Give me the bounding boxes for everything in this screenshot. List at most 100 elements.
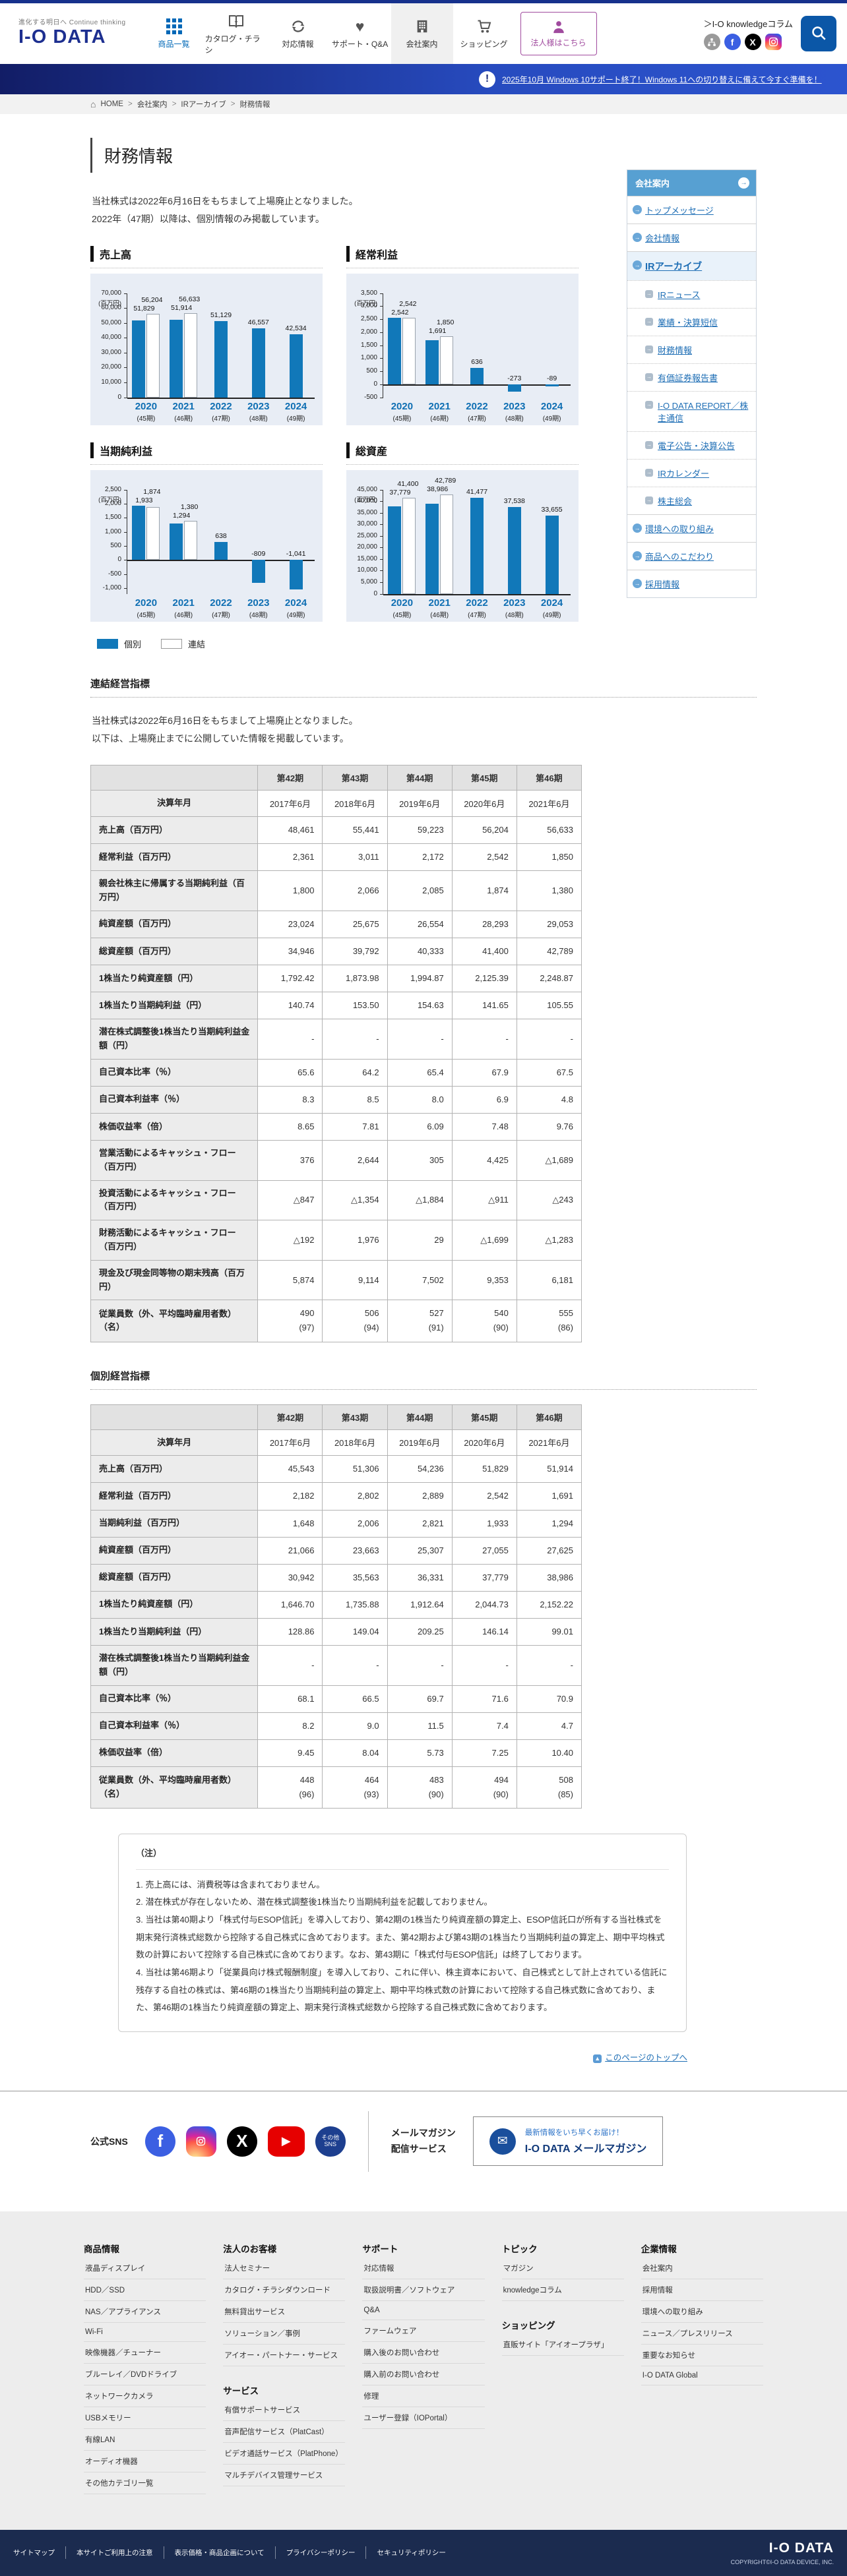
notice-link[interactable]: 2025年10月 Windows 10サポート終了！Windows 11への切り… bbox=[502, 75, 822, 84]
sidebar-link[interactable]: 株主総会 bbox=[658, 496, 693, 506]
sidebar-link[interactable]: IRアーカイブ bbox=[645, 262, 703, 272]
sidebar-link[interactable]: 電子公告・決算公告 bbox=[658, 441, 736, 451]
sidebar-item[interactable]: → トップメッセージ bbox=[627, 196, 756, 224]
other-icon[interactable]: その他 SNS bbox=[315, 2126, 346, 2157]
footer-link[interactable]: 購入前のお問い合わせ bbox=[362, 2364, 485, 2385]
footer-link[interactable]: 無料貸出サービス bbox=[223, 2301, 346, 2323]
nav-item-shopping[interactable]: ショッピング bbox=[453, 3, 515, 64]
bottom-bar-link[interactable]: サイトマップ bbox=[13, 2546, 66, 2560]
back-to-top-link[interactable]: ▲ このページのトップへ bbox=[593, 2053, 687, 2063]
sidebar-item[interactable]: → 業績・決算短信 bbox=[627, 308, 756, 336]
sidebar-link[interactable]: 採用情報 bbox=[645, 580, 680, 589]
facebook-icon[interactable]: f bbox=[724, 34, 741, 50]
footer-link[interactable]: ファームウェア bbox=[362, 2320, 485, 2342]
breadcrumb-link[interactable]: HOME bbox=[100, 100, 123, 108]
footer-link[interactable]: 修理 bbox=[362, 2385, 485, 2407]
sidebar-item[interactable]: → IRカレンダー bbox=[627, 459, 756, 487]
bottom-bar-link[interactable]: プライバシーポリシー bbox=[276, 2546, 367, 2560]
instagram-icon[interactable] bbox=[765, 34, 782, 50]
footer-link[interactable]: 重要なお知らせ bbox=[641, 2345, 763, 2366]
footer-link[interactable]: マルチデバイス管理サービス bbox=[223, 2465, 346, 2486]
footer-link[interactable]: オーディオ機器 bbox=[84, 2451, 206, 2472]
footer-link[interactable]: 直販サイト「アイオープラザ」 bbox=[501, 2334, 624, 2356]
sidebar-item[interactable]: → 株主総会 bbox=[627, 487, 756, 514]
nav-item-products[interactable]: 商品一覧 bbox=[143, 3, 205, 64]
youtube-icon[interactable]: ▶ bbox=[267, 2126, 305, 2157]
footer-link[interactable]: 映像機器／チューナー bbox=[84, 2342, 206, 2364]
footer-link[interactable]: I-O DATA Global bbox=[641, 2366, 763, 2385]
footer-link[interactable]: ネットワークカメラ bbox=[84, 2385, 206, 2407]
sidebar-item[interactable]: → I-O DATA REPORT／株主通信 bbox=[627, 391, 756, 431]
footer-link[interactable]: Wi-Fi bbox=[84, 2323, 206, 2342]
footer-link[interactable]: Q&A bbox=[362, 2301, 485, 2320]
footer-link[interactable]: 取扱説明書／ソフトウェア bbox=[362, 2279, 485, 2301]
sidebar-link[interactable]: IRニュース bbox=[658, 290, 701, 300]
footer-link[interactable]: ビデオ通話サービス（PlatPhone） bbox=[223, 2443, 346, 2465]
bottom-bar-link[interactable]: 表示価格・商品企画について bbox=[164, 2546, 276, 2560]
nav-item-catalog[interactable]: カタログ・チラシ bbox=[205, 3, 267, 64]
footer-link[interactable]: knowledgeコラム bbox=[501, 2279, 624, 2301]
footer-link[interactable]: ニュース／プレスリリース bbox=[641, 2323, 763, 2345]
footer-link[interactable]: 環境への取り組み bbox=[641, 2301, 763, 2323]
bottom-bar-link[interactable]: 本サイトご利用上の注意 bbox=[66, 2546, 164, 2560]
footer-link[interactable]: HDD／SSD bbox=[84, 2279, 206, 2301]
knowledge-column-link[interactable]: ＞I-O knowledgeコラム bbox=[703, 19, 793, 29]
share-icon[interactable] bbox=[703, 34, 720, 50]
footer-link[interactable]: ソリューション／事例 bbox=[223, 2323, 346, 2345]
footer-link[interactable]: アイオー・パートナー・サービス bbox=[223, 2345, 346, 2366]
footer-link[interactable]: ブルーレイ／DVDドライブ bbox=[84, 2364, 206, 2385]
breadcrumb-link[interactable]: 会社案内 bbox=[137, 101, 168, 109]
footer-link[interactable]: USBメモリー bbox=[84, 2407, 206, 2429]
mailmag-banner[interactable]: ✉ 最新情報をいち早くお届け！ I-O DATA メールマガジン bbox=[472, 2116, 664, 2167]
site-logo[interactable]: 進化する明日へ Continue thinking I-O DATA bbox=[18, 19, 126, 49]
sidebar-link[interactable]: IRカレンダー bbox=[658, 469, 710, 479]
sidebar-link[interactable]: 会社情報 bbox=[645, 233, 680, 243]
search-button[interactable] bbox=[801, 16, 836, 51]
nav-item-compatibility[interactable]: 対応情報 bbox=[267, 3, 329, 64]
footer-link[interactable]: ユーザー登録（IOPortal） bbox=[362, 2407, 485, 2429]
footer-link[interactable]: 採用情報 bbox=[641, 2279, 763, 2301]
footer-link[interactable]: 購入後のお問い合わせ bbox=[362, 2342, 485, 2364]
sidebar-item[interactable]: → IRアーカイブ bbox=[627, 251, 756, 280]
x-axis-year: 2021 bbox=[428, 400, 451, 412]
sidebar-link[interactable]: 環境への取り組み bbox=[645, 524, 714, 534]
sidebar-item[interactable]: → 電子公告・決算公告 bbox=[627, 431, 756, 459]
footer-link[interactable]: 法人セミナー bbox=[223, 2258, 346, 2279]
footer-link[interactable]: 有線LAN bbox=[84, 2429, 206, 2451]
arrow-right-icon: → bbox=[633, 524, 642, 533]
footer-link[interactable]: その他カテゴリ一覧 bbox=[84, 2472, 206, 2494]
arrow-right-icon: → bbox=[645, 318, 653, 326]
corporate-button[interactable]: 法人様はこちら bbox=[520, 12, 597, 55]
sidebar-item[interactable]: → 有価証券報告書 bbox=[627, 363, 756, 391]
footer-link[interactable]: 液晶ディスプレイ bbox=[84, 2258, 206, 2279]
bottom-bar-link[interactable]: セキュリティポリシー bbox=[377, 2549, 446, 2558]
footer-link[interactable]: マガジン bbox=[501, 2258, 624, 2279]
nav-item-company[interactable]: 会社案内 bbox=[391, 3, 453, 64]
breadcrumb-link[interactable]: IRアーカイブ bbox=[181, 101, 226, 109]
sidebar-link[interactable]: 業績・決算短信 bbox=[658, 318, 718, 328]
sidebar-header[interactable]: 会社案内 → bbox=[627, 170, 756, 196]
sidebar-link[interactable]: トップメッセージ bbox=[645, 206, 714, 216]
footer-link[interactable]: カタログ・チラシダウンロード bbox=[223, 2279, 346, 2301]
instagram-icon[interactable] bbox=[185, 2126, 216, 2157]
sidebar-link[interactable]: 有価証券報告書 bbox=[658, 373, 718, 383]
footer-link[interactable]: 音声配信サービス（PlatCast） bbox=[223, 2421, 346, 2443]
footer-link[interactable]: NAS／アプライアンス bbox=[84, 2301, 206, 2323]
sidebar-link[interactable]: 財務情報 bbox=[658, 345, 693, 355]
x-icon[interactable]: X bbox=[744, 34, 761, 50]
sidebar-item[interactable]: → 採用情報 bbox=[627, 570, 756, 597]
table-cell: - bbox=[387, 1645, 453, 1686]
footer-link[interactable]: 対応情報 bbox=[362, 2258, 485, 2279]
footer-link[interactable]: 会社案内 bbox=[641, 2258, 763, 2279]
footer-link[interactable]: 有償サポートサービス bbox=[223, 2399, 346, 2421]
sidebar-item[interactable]: → 商品へのこだわり bbox=[627, 542, 756, 570]
sidebar-item[interactable]: → IRニュース bbox=[627, 280, 756, 308]
sidebar-item[interactable]: → 会社情報 bbox=[627, 224, 756, 251]
x-icon[interactable]: X bbox=[226, 2126, 257, 2157]
nav-item-support[interactable]: ♥ サポート・Q&A bbox=[329, 3, 391, 64]
facebook-icon[interactable]: f bbox=[144, 2126, 175, 2157]
sidebar-link[interactable]: I-O DATA REPORT／株主通信 bbox=[658, 401, 749, 423]
sidebar-item[interactable]: → 環境への取り組み bbox=[627, 514, 756, 542]
sidebar-item[interactable]: → 財務情報 bbox=[627, 336, 756, 363]
sidebar-link[interactable]: 商品へのこだわり bbox=[645, 552, 714, 562]
